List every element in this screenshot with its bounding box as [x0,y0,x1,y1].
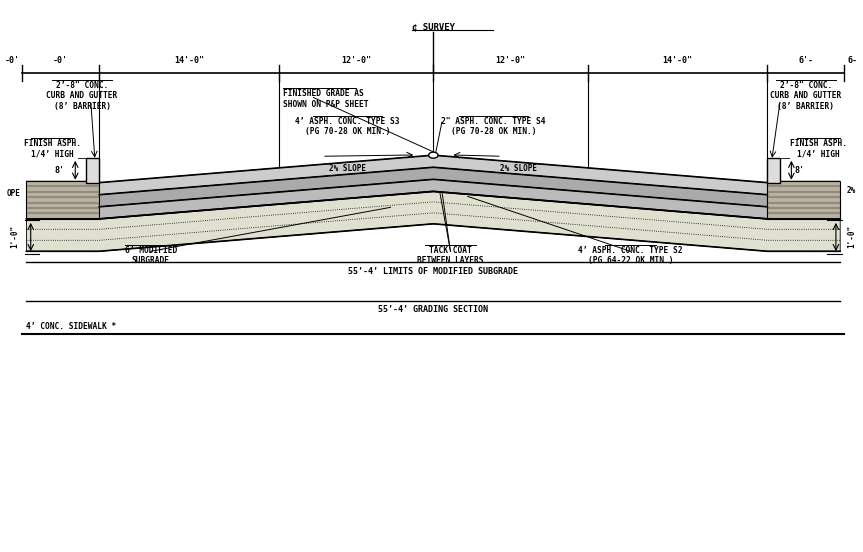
Text: 14'-0": 14'-0" [663,56,692,65]
Text: 55’-4’ LIMITS OF MODIFIED SUBGRADE: 55’-4’ LIMITS OF MODIFIED SUBGRADE [349,267,519,275]
Text: ¢ SURVEY: ¢ SURVEY [412,23,455,31]
Text: -0': -0' [54,56,68,65]
Text: 6’ MODIFIED
SUBGRADE: 6’ MODIFIED SUBGRADE [124,246,177,265]
Text: 2% SLOPE: 2% SLOPE [501,164,538,173]
Text: 2’-8" CONC.
CURB AND GUTTER
(8’ BARRIER): 2’-8" CONC. CURB AND GUTTER (8’ BARRIER) [771,81,841,111]
Text: 2’-8" CONC.
CURB AND GUTTER
(8’ BARRIER): 2’-8" CONC. CURB AND GUTTER (8’ BARRIER) [47,81,117,111]
Text: 6'-: 6'- [798,56,814,65]
Polygon shape [767,181,841,219]
Text: 4’ ASPH. CONC. TYPE S3
(PG 70-28 OK MIN.): 4’ ASPH. CONC. TYPE S3 (PG 70-28 OK MIN.… [295,116,400,136]
Polygon shape [86,158,99,183]
Text: 12'-0": 12'-0" [495,56,526,65]
Text: 55’-4’ GRADING SECTION: 55’-4’ GRADING SECTION [378,305,488,314]
Text: 4’ CONC. SIDEWALK *: 4’ CONC. SIDEWALK * [27,322,117,331]
Text: OPE: OPE [7,189,21,198]
Text: 1'-0": 1'-0" [10,225,20,248]
Polygon shape [99,179,767,219]
Text: 6-: 6- [847,56,857,65]
Text: FINISH ASPH.
1/4’ HIGH: FINISH ASPH. 1/4’ HIGH [23,139,80,158]
Text: 2% SLOPE: 2% SLOPE [329,164,366,173]
Polygon shape [27,192,841,251]
Polygon shape [767,158,780,183]
Polygon shape [99,155,767,195]
Text: TACK COAT
BETWEEN LAYERS: TACK COAT BETWEEN LAYERS [417,246,483,265]
Text: FINISHED GRADE AS
SHOWN ON P&P SHEET: FINISHED GRADE AS SHOWN ON P&P SHEET [283,89,369,109]
Circle shape [429,152,438,158]
Polygon shape [27,181,99,219]
Text: FINISH ASPH.
1/4’ HIGH: FINISH ASPH. 1/4’ HIGH [791,139,847,158]
Text: 12'-0": 12'-0" [341,56,371,65]
Text: -0': -0' [4,56,20,65]
Text: 2%: 2% [847,187,856,195]
Text: 8': 8' [55,166,65,175]
Polygon shape [99,167,767,207]
Text: 1'-0": 1'-0" [847,225,856,248]
Text: 14'-0": 14'-0" [174,56,205,65]
Text: 4’ ASPH. CONC. TYPE S2
(PG 64-22 OK MIN.): 4’ ASPH. CONC. TYPE S2 (PG 64-22 OK MIN.… [578,246,683,265]
Text: 2" ASPH. CONC. TYPE S4
(PG 70-28 OK MIN.): 2" ASPH. CONC. TYPE S4 (PG 70-28 OK MIN.… [441,116,545,136]
Text: 8': 8' [795,166,805,175]
